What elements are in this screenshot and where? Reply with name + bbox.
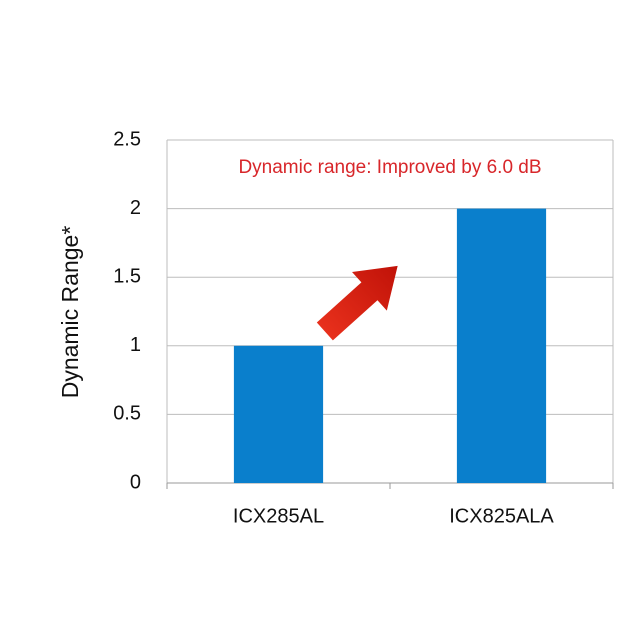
annotation: Dynamic range: Improved by 6.0 dB <box>238 157 541 178</box>
y-tick-label: 1 <box>130 334 141 356</box>
y-tick-label: 1.5 <box>113 265 141 287</box>
arrow-shape <box>316 265 398 341</box>
y-axis-label: Dynamic Range* <box>57 226 83 399</box>
y-tick-label: 2.5 <box>113 128 141 150</box>
y-tick-label: 0 <box>130 471 141 493</box>
y-tick-label: 0.5 <box>113 403 141 425</box>
y-tick-label: 2 <box>130 197 141 219</box>
arrow <box>316 265 398 341</box>
x-tick-label: ICX825ALA <box>449 505 554 527</box>
bar <box>456 208 547 483</box>
bar <box>233 345 324 483</box>
x-tick-label: ICX285AL <box>233 505 324 527</box>
